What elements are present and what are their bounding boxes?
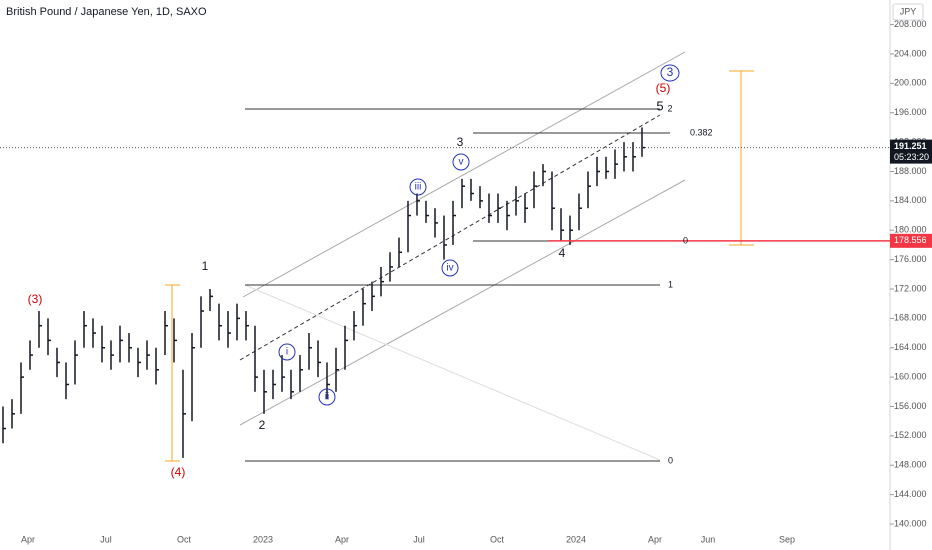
y-tick-label: 168.000: [894, 313, 927, 323]
x-tick-label: Apr: [21, 534, 35, 544]
x-tick-label: Apr: [648, 534, 662, 544]
x-tick-label: Oct: [177, 534, 192, 544]
diagonal: [244, 284, 661, 461]
y-tick-label: 188.000: [894, 166, 927, 176]
wave-circle: [278, 343, 296, 361]
currency-box: [892, 3, 924, 21]
wave-label: iv: [446, 263, 453, 274]
measure: [729, 70, 754, 246]
alert-label: 178.556: [894, 235, 927, 245]
y-tick-label: 184.000: [894, 195, 927, 205]
wave-circle: [318, 388, 336, 406]
channel-upper: [242, 51, 686, 298]
x-tick-label: 2023: [253, 534, 273, 544]
y-tick-label: 200.000: [894, 78, 927, 88]
wave-label: 2: [259, 418, 266, 432]
wave-label: (5): [656, 81, 671, 95]
wave-label: (4): [171, 465, 186, 479]
wave-label: 4: [559, 246, 566, 260]
alert-box: [890, 233, 932, 248]
y-tick-label: 176.000: [894, 254, 927, 264]
y-tick-label: 196.000: [894, 107, 927, 117]
measure: [165, 284, 180, 462]
y-tick-label: 164.000: [894, 342, 927, 352]
wave-label: iii: [415, 182, 422, 193]
last-price-label: 191.251: [894, 141, 927, 151]
y-tick-label: 180.000: [894, 225, 927, 235]
fib-label: 0.382: [690, 127, 713, 137]
wave-circle: [452, 153, 470, 171]
y-tick-label: 144.000: [894, 489, 927, 499]
wave-label: ii: [325, 392, 329, 403]
y-tick-label: 160.000: [894, 371, 927, 381]
y-tick-label: 172.000: [894, 283, 927, 293]
x-tick-label: Jun: [701, 534, 716, 544]
countdown: 05:23:20: [894, 152, 929, 162]
wave-label: 1: [202, 259, 209, 273]
y-tick-label: 208.000: [894, 19, 927, 29]
wave-label: 2: [667, 103, 672, 113]
y-tick-label: 152.000: [894, 430, 927, 440]
x-tick-label: Jul: [413, 534, 425, 544]
y-tick-label: 140.000: [894, 518, 927, 528]
y-tick-label: 148.000: [894, 460, 927, 470]
y-tick-label: 156.000: [894, 401, 927, 411]
fib-label: 1: [668, 279, 673, 289]
wave-label: 3: [457, 135, 464, 149]
wave-label: 3: [667, 65, 674, 79]
wave-label: i: [286, 347, 288, 358]
x-tick-label: Oct: [490, 534, 505, 544]
currency: JPY: [900, 6, 917, 16]
drawings: [165, 51, 754, 462]
x-tick-label: Sep: [779, 534, 795, 544]
fib-label: 0: [683, 235, 688, 245]
fib-label: 0: [668, 455, 673, 465]
wave-circle: [660, 64, 680, 82]
x-tick-label: Jul: [100, 534, 112, 544]
wave-label: (3): [28, 292, 43, 306]
wave-circle: [409, 178, 427, 196]
channel-lower: [239, 179, 686, 426]
wave-circle: [441, 259, 459, 277]
x-tick-label: 2024: [566, 534, 586, 544]
wave-label: v: [459, 157, 464, 168]
chart-title: British Pound / Japanese Yen, 1D, SAXO: [6, 6, 207, 18]
x-tick-label: Apr: [335, 534, 349, 544]
y-tick-label: 204.000: [894, 48, 927, 58]
wave-label: 5: [656, 98, 663, 113]
last-price-box: [890, 139, 932, 164]
